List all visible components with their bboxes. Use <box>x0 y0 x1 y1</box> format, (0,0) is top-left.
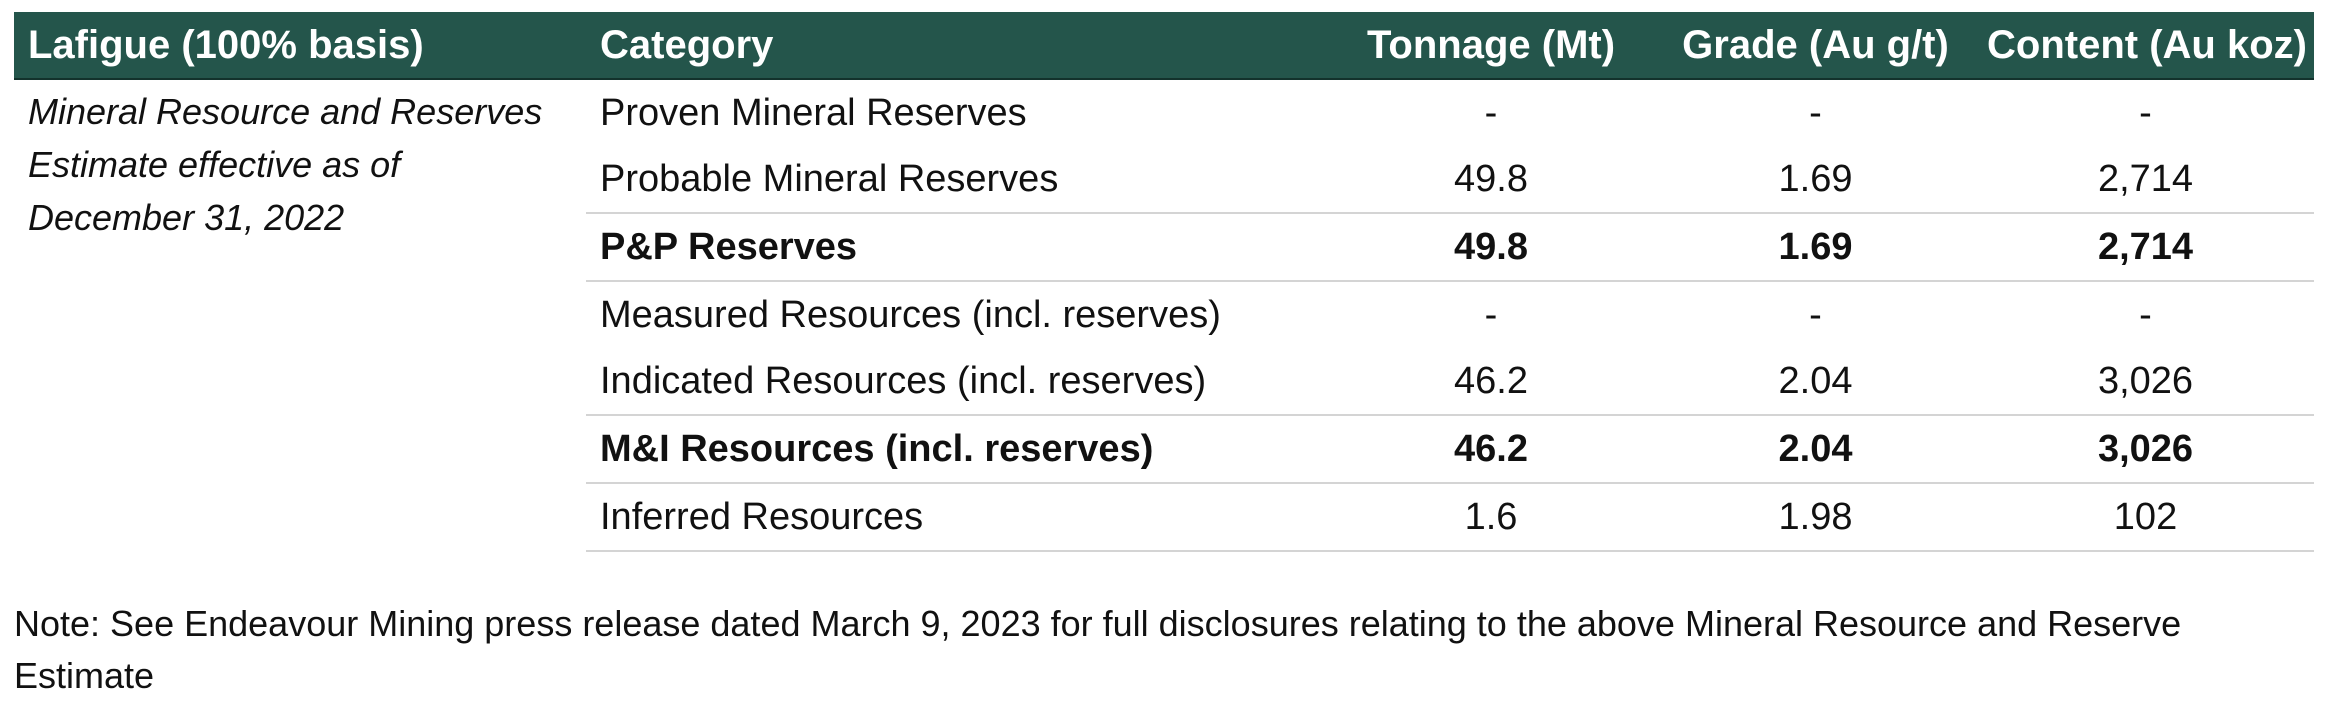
row-category: Indicated Resources (incl. reserves) <box>600 359 1207 402</box>
row-content: 3,026 <box>2097 359 2194 402</box>
row-tonnage: - <box>1328 280 1654 348</box>
row-category: Probable Mineral Reserves <box>600 157 1059 200</box>
header-row: Lafigue (100% basis) Category Tonnage (M… <box>14 12 2314 80</box>
table-row-measured: Measured Resources (incl. reserves) - - … <box>14 280 2314 348</box>
row-content: 3,026 <box>1977 414 2314 483</box>
table-row-indicated: Indicated Resources (incl. reserves) 46.… <box>14 348 2314 415</box>
header-basis: Lafigue (100% basis) <box>14 12 586 80</box>
header-grade: Grade (Au g/t) <box>1654 12 1977 80</box>
row-tonnage: 49.8 <box>1328 212 1654 281</box>
row-tonnage: 46.2 <box>1328 414 1654 483</box>
row-grade: 1.69 <box>1654 212 1977 281</box>
row-content: - <box>2139 91 2152 134</box>
row-content: 2,714 <box>2097 157 2194 200</box>
row-content: 102 <box>1977 482 2314 552</box>
row-content: - <box>1977 280 2314 348</box>
row-category: Inferred Resources <box>586 482 1328 552</box>
row-category: Measured Resources (incl. reserves) <box>586 280 1328 348</box>
header-category: Category <box>586 12 1328 80</box>
row-grade: 1.98 <box>1654 482 1977 552</box>
table-row-mi-resources: M&I Resources (incl. reserves) 46.2 2.04… <box>14 414 2314 483</box>
header-content: Content (Au koz) <box>1977 12 2314 80</box>
row-tonnage: - <box>1484 91 1498 134</box>
row-grade: 2.04 <box>1654 414 1977 483</box>
row-grade: 2.04 <box>1778 359 1853 402</box>
resource-reserve-table: Lafigue (100% basis) Category Tonnage (M… <box>14 12 2314 552</box>
row-content: 2,714 <box>1977 212 2314 281</box>
row-tonnage: 1.6 <box>1328 482 1654 552</box>
table-row-pp-reserves: P&P Reserves 49.8 1.69 2,714 <box>14 212 2314 281</box>
row-grade: - <box>1809 91 1822 134</box>
row-tonnage: 49.8 <box>1454 157 1528 200</box>
table-header: Lafigue (100% basis) Category Tonnage (M… <box>14 12 2314 80</box>
row-tonnage: 46.2 <box>1454 359 1528 402</box>
table-row-proven: Mineral Resource and Reserves Estimate e… <box>14 79 2314 238</box>
row-category: P&P Reserves <box>586 212 1328 281</box>
row-grade: 1.69 <box>1778 157 1853 200</box>
resource-reserve-table-container: Lafigue (100% basis) Category Tonnage (M… <box>14 12 2314 552</box>
header-tonnage: Tonnage (Mt) <box>1328 12 1654 80</box>
footnote: Note: See Endeavour Mining press release… <box>14 603 2182 696</box>
estimate-description: Mineral Resource and Reserves Estimate e… <box>28 91 543 238</box>
table-body: Mineral Resource and Reserves Estimate e… <box>14 79 2314 552</box>
table-row-inferred: Inferred Resources 1.6 1.98 102 <box>14 482 2314 552</box>
table-row-probable: Probable Mineral Reserves 49.8 1.69 2,71… <box>14 146 2314 213</box>
row-category: Proven Mineral Reserves <box>600 91 1027 134</box>
row-grade: - <box>1654 280 1977 348</box>
row-category: M&I Resources (incl. reserves) <box>586 414 1328 483</box>
